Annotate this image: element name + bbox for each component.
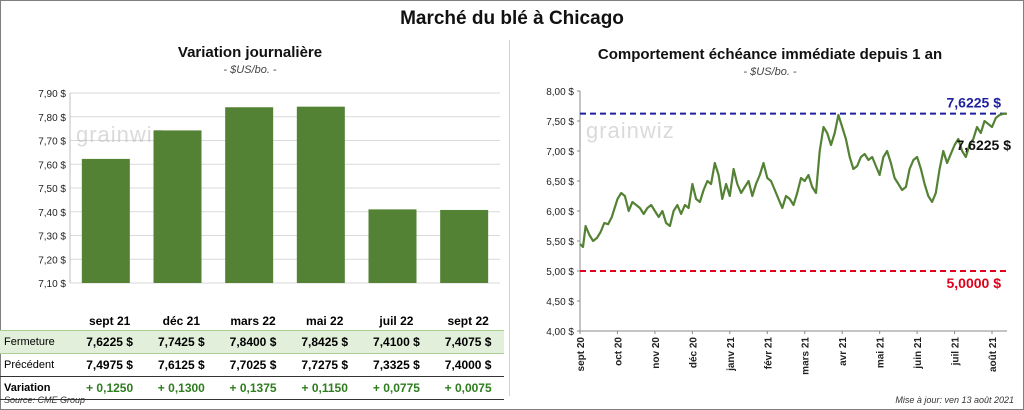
table-cell-close: 7,6225 $ [73,330,146,354]
bar-y-tick-label: 7,70 $ [38,137,66,148]
table-cell-close: 7,7425 $ [145,330,218,354]
line-x-tick-label: mars 21 [801,337,812,375]
lower-reference-label: 5,0000 $ [947,275,1002,291]
bar-y-tick-label: 7,40 $ [38,208,66,219]
table-row-close: Fermeture 7,6225 $7,7425 $7,8400 $7,8425… [0,330,504,354]
table-cell-prev: 7,4975 $ [73,353,146,377]
table-header-contract: mai 22 [306,314,344,328]
table-cell-close: 7,8400 $ [217,330,289,354]
line-y-tick-label: 5,50 $ [546,237,574,248]
watermark-logo: grainwiz [586,118,675,143]
line-x-tick-label: avr 21 [838,337,849,366]
line-y-tick-label: 6,00 $ [546,207,574,218]
line-x-tick-label: sept 20 [576,337,587,372]
row-label-close: Fermeture [0,330,74,354]
line-x-tick-label: mai 21 [876,337,887,369]
last-value-label: 7,6225 $ [957,137,1012,153]
table-cell-var: + 0,1150 [288,376,361,400]
left-chart-title: Variation journalière [177,44,323,61]
main-title: Marché du blé à Chicago [400,8,624,29]
bar-y-tick-label: 7,80 $ [38,113,66,124]
bar-5 [440,209,489,283]
table-cell-prev: 7,6125 $ [145,353,218,377]
bar-1 [153,130,202,283]
watermark-logo: grainwiz [76,122,165,147]
bar-y-tick-label: 7,60 $ [38,160,66,171]
bar-0 [81,158,130,283]
table-row-previous: Précédent 7,4975 $7,6125 $7,7025 $7,7275… [0,353,504,377]
bar-y-tick-label: 7,50 $ [38,184,66,195]
panel-divider [509,40,510,396]
table-cell-var: + 0,0075 [432,376,504,400]
table-cell-var: + 0,1375 [217,376,289,400]
table-header-row: sept 21 déc 21 mars 22 mai 22 juil 22 sept 22 [0,312,504,331]
table-header-contract: mars 22 [230,314,276,328]
bar-y-tick-label: 7,30 $ [38,232,66,243]
bar-2 [225,107,274,283]
line-y-tick-label: 4,00 $ [546,327,574,338]
line-y-tick-label: 6,50 $ [546,177,574,188]
bar-y-tick-label: 7,90 $ [38,89,66,100]
line-y-tick-label: 4,50 $ [546,297,574,308]
table-cell-close: 7,4075 $ [432,330,504,354]
table-cell-var: + 0,0775 [360,376,433,400]
bar-y-tick-label: 7,10 $ [38,279,66,290]
line-y-tick-label: 5,00 $ [546,267,574,278]
right-chart-subtitle: - $US/bo. - [743,66,797,78]
table-header-corner [0,312,74,331]
table-header-contract: déc 21 [162,314,200,328]
bar-chart: 7,10 $ 7,20 $ 7,30 $ 7,40 $ 7,50 $ 7,60 $ 7,70… [38,89,500,290]
price-table: sept 21 déc 21 mars 22 mai 22 juil 22 sept 22… [0,312,504,400]
table-header-contract: sept 21 [88,314,131,328]
table-cell-var: + 0,1250 [73,376,146,400]
table-cell-close: 7,8425 $ [288,330,361,354]
source-note: Source: CME Group [4,395,86,405]
line-x-tick-label: nov 20 [651,337,662,369]
line-x-tick-label: déc 20 [688,337,699,369]
line-y-tick-label: 7,00 $ [546,147,574,158]
line-x-tick-label: janv 21 [726,337,737,372]
line-x-tick-label: août 21 [988,337,999,372]
table-header-contract: juil 22 [379,314,414,328]
table-cell-prev: 7,7025 $ [217,353,289,377]
line-chart: 4,00 $ 4,50 $ 5,00 $ 5,50 $ 6,00 $ 6,50 $ 7,00… [546,87,1012,375]
table-row-variation: Variation + 0,1250 + 0,1300 + 0,1375 + 0,11… [0,376,504,400]
upper-reference-label: 7,6225 $ [947,95,1002,111]
line-x-tick-label: oct 20 [613,337,624,366]
line-y-tick-label: 8,00 $ [546,87,574,98]
left-chart-subtitle: - $US/bo. - [223,64,277,76]
line-x-tick-label: juin 21 [913,337,924,370]
bar-y-tick-label: 7,20 $ [38,255,66,266]
table-cell-prev: 7,3325 $ [360,353,433,377]
bar-3 [296,106,345,283]
right-chart-title: Comportement échéance immédiate depuis 1… [597,46,943,63]
table-cell-prev: 7,4000 $ [432,353,504,377]
line-x-tick-label: juil 21 [951,337,962,367]
line-x-tick-label: févr 21 [763,337,774,370]
table-cell-close: 7,4100 $ [360,330,433,354]
table-cell-prev: 7,7275 $ [288,353,361,377]
update-note: Mise à jour: ven 13 août 2021 [895,395,1014,405]
line-y-tick-label: 7,50 $ [546,117,574,128]
price-series-line [579,112,1008,249]
row-label-variation: Variation [0,376,74,400]
row-label-previous: Précédent [0,353,74,377]
table-header-contract: sept 22 [447,314,489,328]
table-cell-var: + 0,1300 [145,376,218,400]
bar-4 [368,209,417,283]
